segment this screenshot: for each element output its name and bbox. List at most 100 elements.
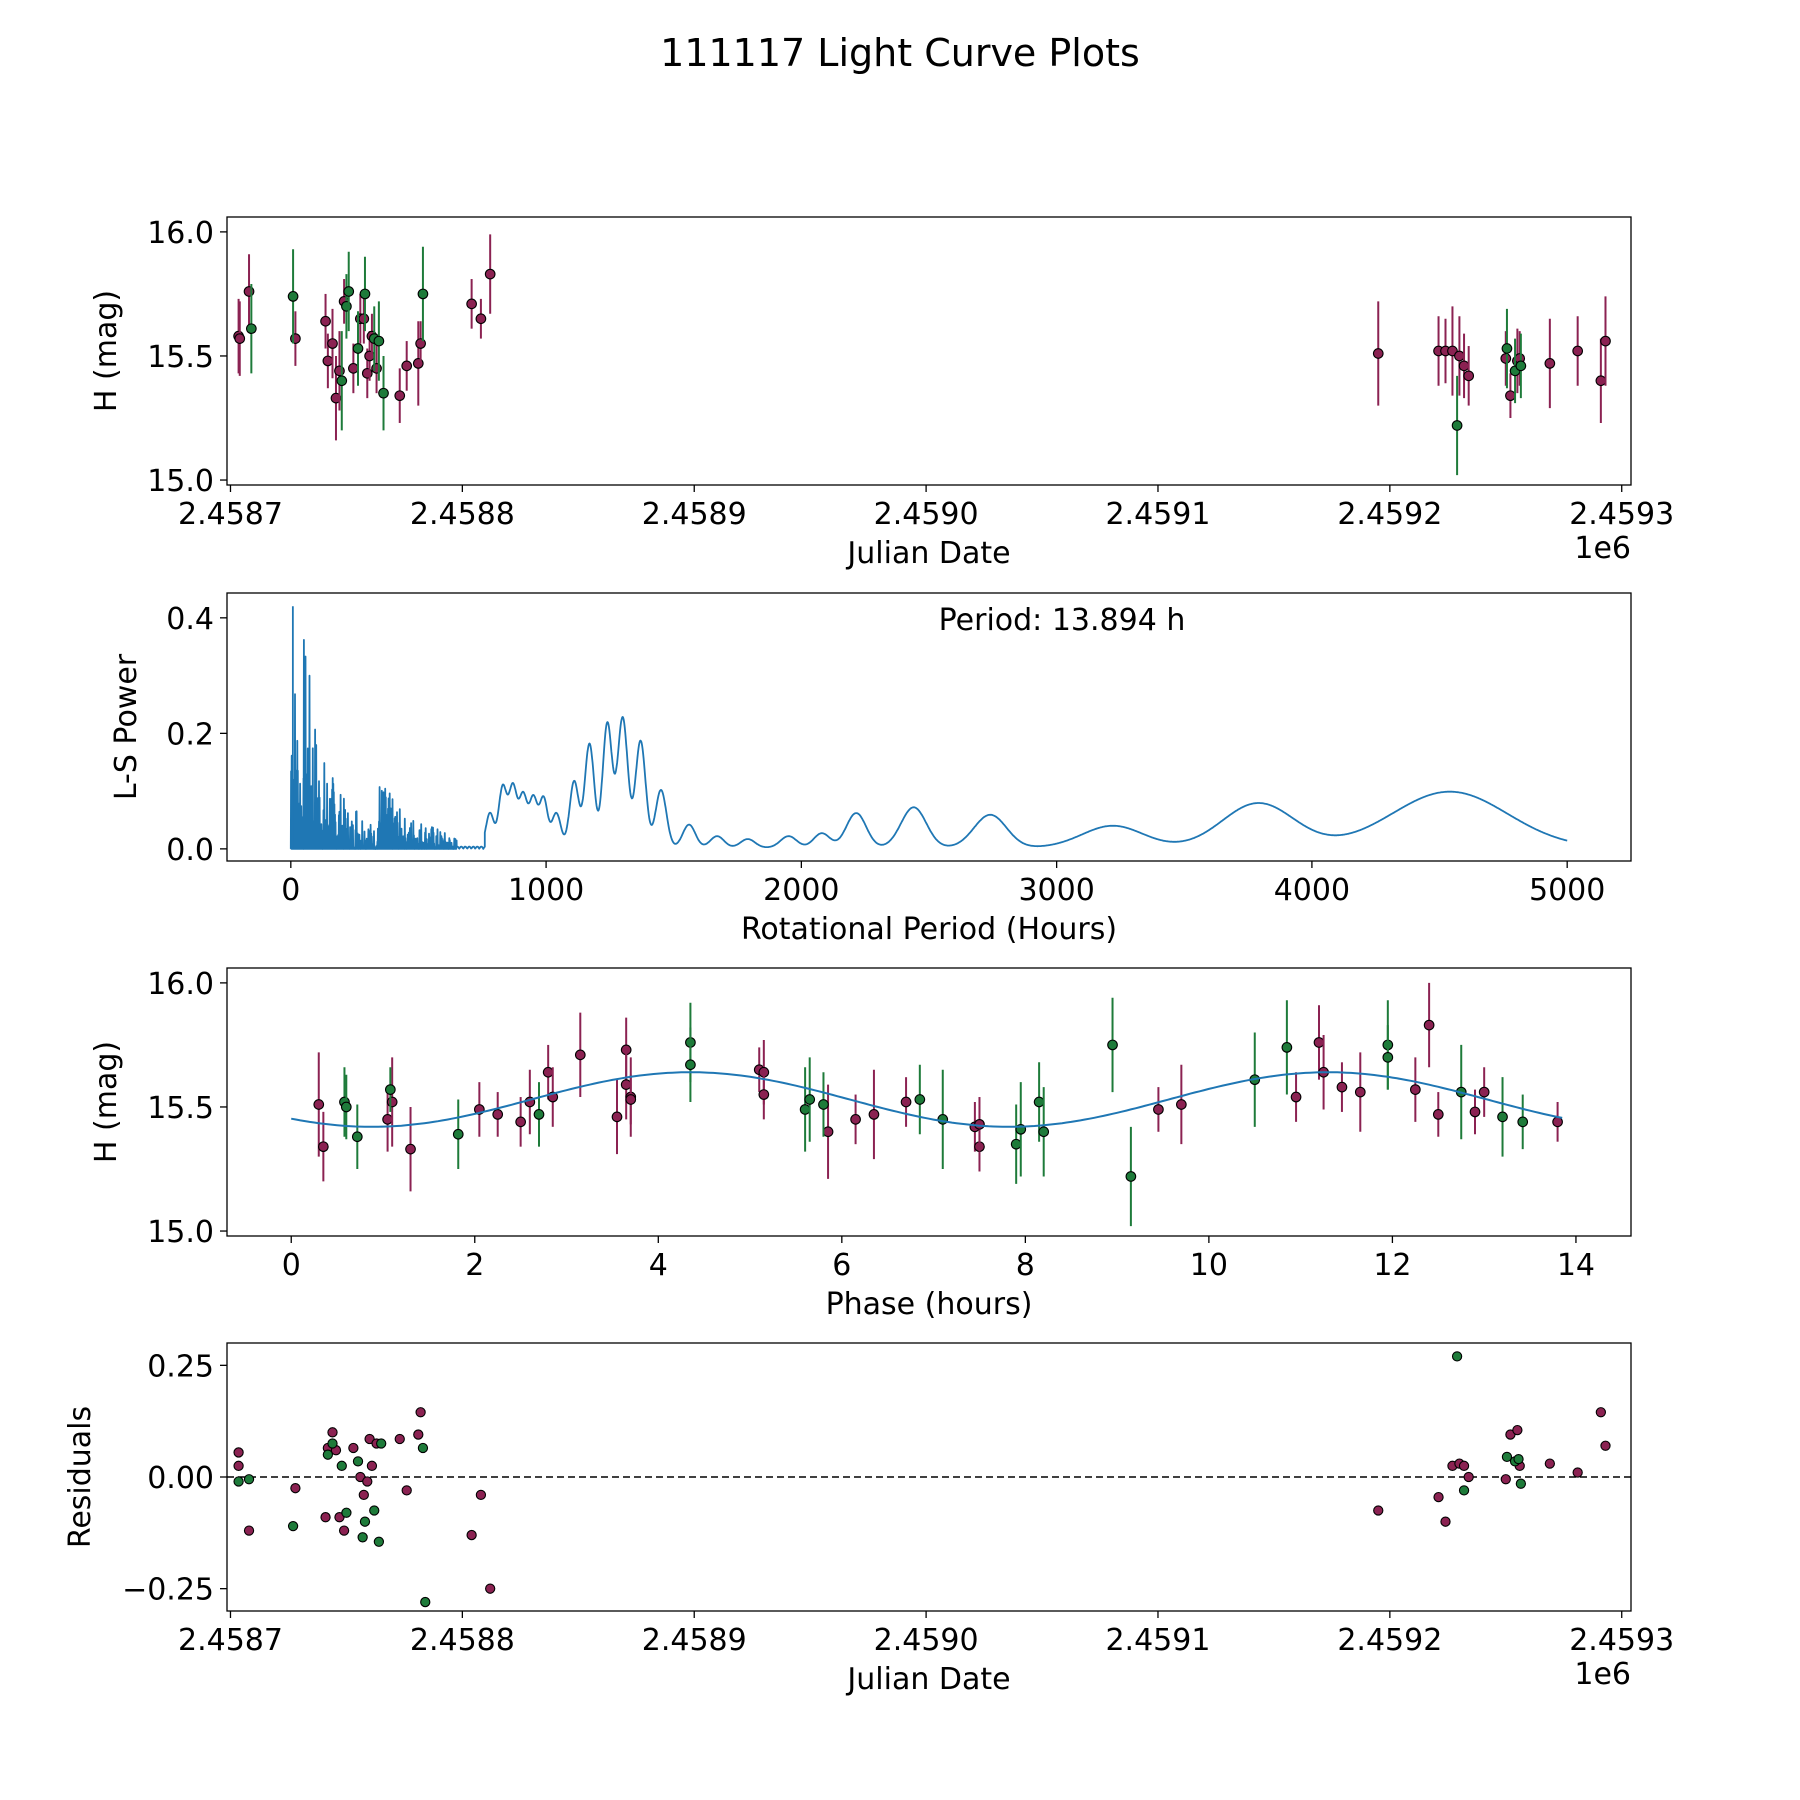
data-point-purple	[515, 1116, 526, 1128]
data-point-purple	[320, 1512, 331, 1523]
data-point-purple	[1433, 1491, 1444, 1503]
data-point-purple	[401, 360, 413, 372]
data-point-purple	[327, 1427, 338, 1438]
data-point-green	[340, 1101, 352, 1113]
data-point-purple	[318, 1141, 329, 1153]
data-point-green	[1515, 360, 1527, 372]
data-point-green	[799, 1104, 811, 1115]
data-point-green	[1451, 420, 1463, 431]
data-point-green	[1038, 1126, 1050, 1138]
data-point-purple	[362, 1476, 373, 1487]
data-point-purple	[466, 1529, 477, 1541]
data-point-purple	[1432, 1109, 1444, 1120]
x-tick-label: 2.4593	[1569, 1623, 1674, 1658]
x-tick-label: 0	[282, 1248, 301, 1283]
data-point-purple	[475, 1489, 487, 1501]
data-point-purple	[415, 1407, 426, 1418]
y-tick-label: 0.0	[166, 833, 214, 868]
data-point-purple	[364, 350, 375, 362]
x-tick-label: 2.4589	[642, 1623, 747, 1658]
data-point-purple	[758, 1089, 770, 1100]
data-point-purple	[868, 1109, 880, 1120]
x-offset-label: 1e6	[1574, 1657, 1631, 1692]
data-point-purple	[1458, 360, 1470, 372]
model-fit-curve	[291, 1071, 1563, 1128]
data-point-purple	[574, 1049, 586, 1061]
data-point-purple	[1372, 348, 1384, 359]
data-point-green	[1517, 1116, 1529, 1128]
y-tick-label: 16.0	[147, 216, 214, 251]
plot-frame	[226, 967, 1632, 1237]
data-point-purple	[611, 1111, 623, 1123]
data-point-purple	[348, 363, 359, 374]
data-point-purple	[1600, 335, 1611, 347]
period-annotation: Period: 13.894 h	[939, 603, 1186, 638]
y-tick-label: 15.5	[147, 340, 214, 375]
data-point-purple	[1544, 1458, 1555, 1469]
data-point-green	[343, 286, 355, 297]
x-tick-label: 2.4593	[1569, 497, 1674, 532]
data-point-green	[376, 1438, 387, 1449]
data-point-green	[818, 1099, 829, 1110]
x-tick-label: 2.4592	[1337, 497, 1442, 532]
data-point-purple	[1469, 1106, 1481, 1118]
data-point-purple	[1478, 1086, 1490, 1098]
data-point-purple	[1336, 1081, 1348, 1093]
data-point-green	[1501, 1451, 1513, 1463]
data-point-purple	[327, 338, 338, 349]
data-point-purple	[1572, 1467, 1583, 1478]
data-point-purple	[1600, 1440, 1611, 1451]
data-point-purple	[1440, 1516, 1451, 1527]
residuals-panel: 2.4587 2.4588 2.4589 2.4590 2.4591 2.4592 2.45…	[63, 1342, 1674, 1697]
y-tick-label: 16.0	[147, 967, 214, 1002]
data-point-green	[1515, 1478, 1527, 1489]
data-point-purple	[1500, 1474, 1511, 1485]
data-point-purple	[1373, 1505, 1384, 1516]
data-point-purple	[1572, 345, 1584, 357]
x-tick-label: 6	[832, 1248, 851, 1283]
data-point-green	[245, 323, 257, 335]
x-tick-label: 1000	[508, 873, 584, 908]
x-tick-label: 2.4588	[410, 1623, 515, 1658]
light-curve-panel: 2.4587 2.4588 2.4589 2.4590 2.4591 2.4592 2.45…	[89, 216, 1674, 571]
x-tick-label: 2.4588	[410, 497, 515, 532]
x-offset-label: 1e6	[1574, 531, 1631, 566]
y-tick-label: 15.0	[147, 1215, 214, 1250]
data-point-purple	[1354, 1086, 1366, 1098]
data-point-green	[341, 1507, 352, 1518]
data-point-purple	[313, 1099, 325, 1110]
periodogram-panel: Period: 13.894 h 0 1000 2000 3000 4000 5000 0.…	[109, 592, 1632, 947]
data-point-purple	[290, 333, 301, 344]
data-point-purple	[338, 1525, 350, 1536]
x-axis-label: Rotational Period (Hours)	[741, 912, 1117, 947]
data-point-green	[359, 288, 371, 300]
data-point-green	[1513, 1453, 1524, 1465]
data-point-purple	[900, 1096, 912, 1108]
x-tick-label: 2.4589	[642, 497, 747, 532]
data-point-purple	[290, 1483, 301, 1494]
data-point-purple	[334, 365, 345, 377]
data-point-purple	[1313, 1037, 1325, 1048]
data-point-green	[378, 387, 389, 399]
data-point-green	[233, 1476, 244, 1487]
data-point-green	[341, 300, 352, 312]
data-point-purple	[412, 358, 424, 369]
data-point-purple	[542, 1066, 554, 1078]
x-axis-label: Phase (hours)	[826, 1287, 1033, 1322]
data-point-green	[1033, 1096, 1045, 1108]
data-point-green	[322, 1449, 334, 1460]
data-point-purple	[394, 1433, 405, 1445]
x-tick-label: 4	[649, 1248, 668, 1283]
data-point-green	[357, 1532, 368, 1543]
y-tick-label: 0.4	[166, 602, 214, 637]
x-tick-label: 2.4591	[1105, 497, 1210, 532]
data-point-purple	[382, 1114, 393, 1125]
data-point-purple	[625, 1094, 637, 1105]
data-point-green	[1107, 1039, 1118, 1051]
data-point-green	[417, 1442, 429, 1454]
x-axis-label: Julian Date	[845, 1662, 1010, 1697]
figure-title: 111117 Light Curve Plots	[660, 31, 1140, 75]
data-point-green	[804, 1094, 816, 1105]
data-point-purple	[1153, 1104, 1164, 1115]
data-point-green	[369, 1505, 380, 1516]
